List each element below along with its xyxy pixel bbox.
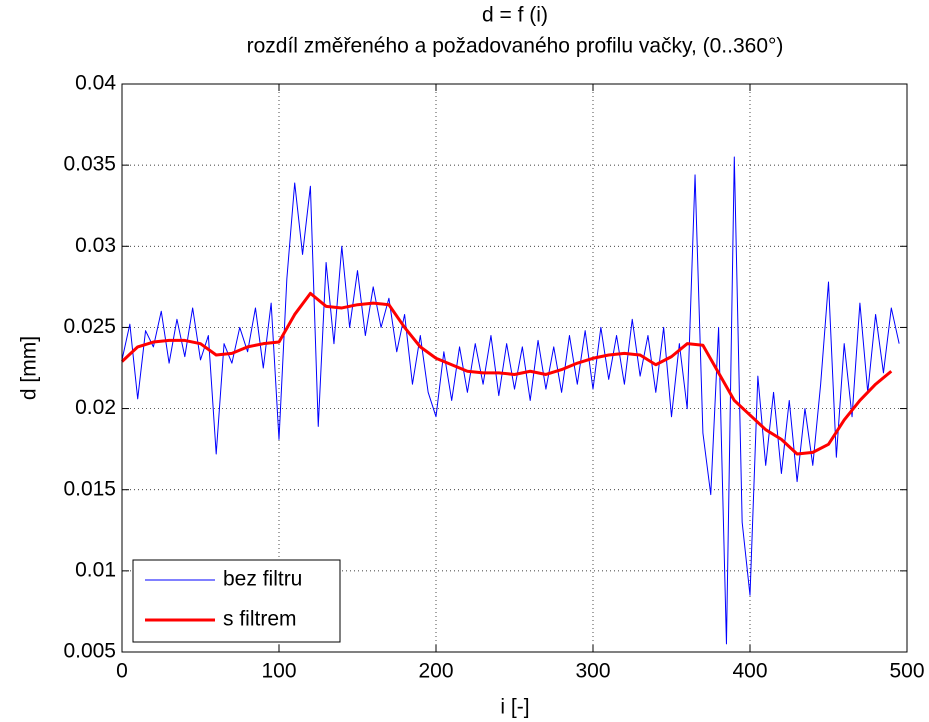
y-tick-label: 0.01 bbox=[75, 558, 116, 581]
data-line bbox=[121, 156, 900, 645]
y-tick-label: 0.025 bbox=[63, 315, 116, 338]
x-tick-label: 200 bbox=[418, 660, 453, 683]
y-tick-label: 0.005 bbox=[63, 640, 116, 663]
chart-title: d = f (i) bbox=[482, 4, 548, 27]
x-tick-label: 400 bbox=[732, 660, 767, 683]
legend-label: s filtrem bbox=[223, 608, 297, 631]
plot-area bbox=[122, 84, 907, 652]
legend-box bbox=[132, 559, 341, 643]
chart-subtitle: rozdíl změřeného a požadovaného profilu … bbox=[247, 35, 784, 58]
y-tick-label: 0.03 bbox=[75, 234, 116, 257]
y-axis-label: d [mm] bbox=[18, 336, 41, 400]
x-tick-label: 500 bbox=[889, 660, 924, 683]
y-tick-label: 0.04 bbox=[75, 72, 116, 95]
x-axis-label: i [-] bbox=[500, 696, 529, 719]
plot-frame bbox=[121, 83, 908, 653]
y-tick-label: 0.035 bbox=[63, 153, 116, 176]
y-tick-label: 0.02 bbox=[75, 396, 116, 419]
x-tick-label: 0 bbox=[116, 660, 128, 683]
legend-label: bez filtru bbox=[223, 568, 302, 591]
x-tick-label: 100 bbox=[261, 660, 296, 683]
data-line bbox=[120, 291, 893, 456]
y-tick-label: 0.015 bbox=[63, 477, 116, 500]
x-tick-label: 300 bbox=[575, 660, 610, 683]
